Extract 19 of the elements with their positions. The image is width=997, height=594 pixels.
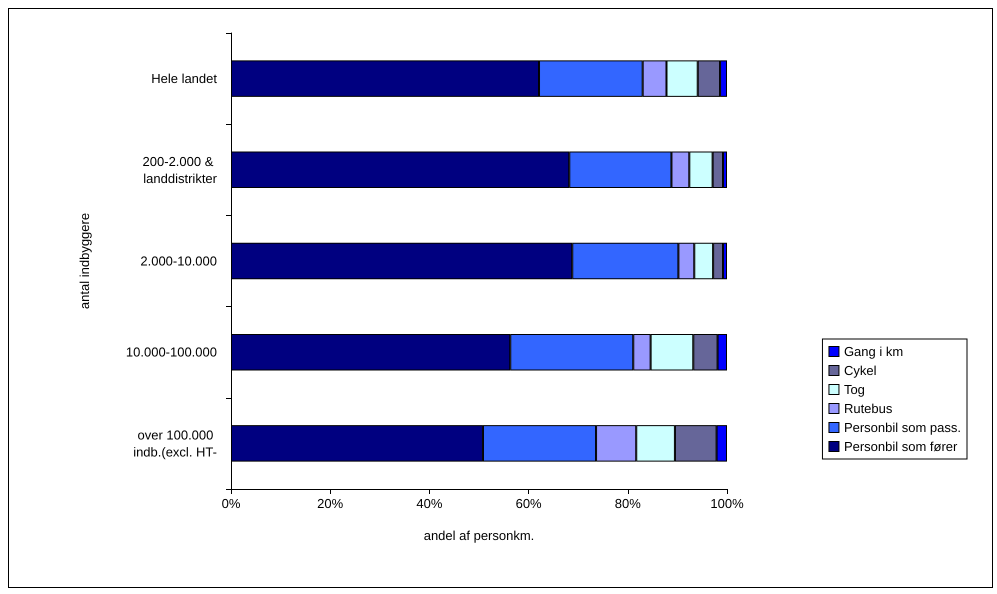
x-tick-label: 0% [222, 496, 241, 511]
x-tick-label: 60% [516, 496, 542, 511]
legend-label: Gang i km [844, 344, 904, 359]
y-axis-title: antal indbyggere [77, 212, 92, 310]
x-tick-label: 20% [317, 496, 344, 511]
legend-label: Personbil som fører [844, 439, 958, 454]
x-axis-title: andel af personkm. [424, 528, 534, 543]
y-tick-label: over 100.000 indb.(excl. HT- [133, 427, 217, 460]
y-tick-label: 2.000-10.000 [140, 254, 217, 268]
y-tick-label: Hele landet [151, 71, 218, 86]
legend-label: Rutebus [844, 401, 893, 416]
x-tick-label: 40% [416, 496, 443, 511]
y-tick-label: 10.000-100.000 [126, 344, 217, 360]
y-tick-label: 200-2.000 & landdistrikter [142, 154, 218, 186]
x-tick-label: 80% [614, 496, 642, 511]
x-tick-label: 100% [710, 496, 744, 511]
legend-label: Cykel [844, 363, 877, 378]
legend-label: Personbil som pass. [844, 420, 962, 435]
legend-label: Tog [844, 382, 865, 397]
